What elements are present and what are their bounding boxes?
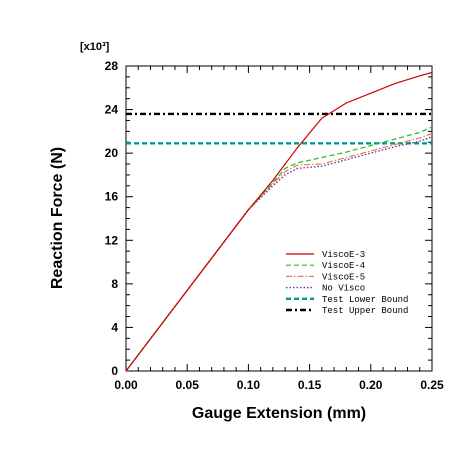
x-tick-label: 0.10 xyxy=(237,378,261,392)
legend-label: ViscoE-4 xyxy=(322,261,365,271)
x-tick-label: 0.05 xyxy=(176,378,200,392)
legend-label: ViscoE-5 xyxy=(322,272,365,282)
series-line-viscoe-3 xyxy=(125,71,433,372)
y-tick-label: 8 xyxy=(111,277,118,291)
x-tick-label: 0.25 xyxy=(420,378,444,392)
y-axis-title: Reaction Force (N) xyxy=(49,147,66,289)
y-tick-label: 4 xyxy=(111,320,118,334)
x-axis-title: Gauge Extension (mm) xyxy=(192,405,366,422)
x-tick-label: 0.20 xyxy=(359,378,383,392)
x-tick-label: 0.15 xyxy=(298,378,322,392)
y-tick-label: 28 xyxy=(105,59,119,73)
series-line-viscoe-4 xyxy=(125,126,433,372)
y-tick-label: 24 xyxy=(105,103,119,117)
y-axis-multiplier-label: [x10³] xyxy=(80,41,110,53)
y-tick-label: 0 xyxy=(111,364,118,378)
legend-label: Test Lower Bound xyxy=(322,295,408,305)
x-tick-label: 0.00 xyxy=(114,378,138,392)
legend-label: ViscoE-3 xyxy=(322,250,365,260)
y-tick-label: 12 xyxy=(105,233,119,247)
series-line-viscoe-5 xyxy=(125,132,433,372)
y-tick-label: 20 xyxy=(105,146,119,160)
y-tick-label: 16 xyxy=(105,190,119,204)
legend-label: Test Upper Bound xyxy=(322,306,408,316)
legend-label: No Visco xyxy=(322,284,365,294)
plot-area-frame xyxy=(125,65,433,372)
